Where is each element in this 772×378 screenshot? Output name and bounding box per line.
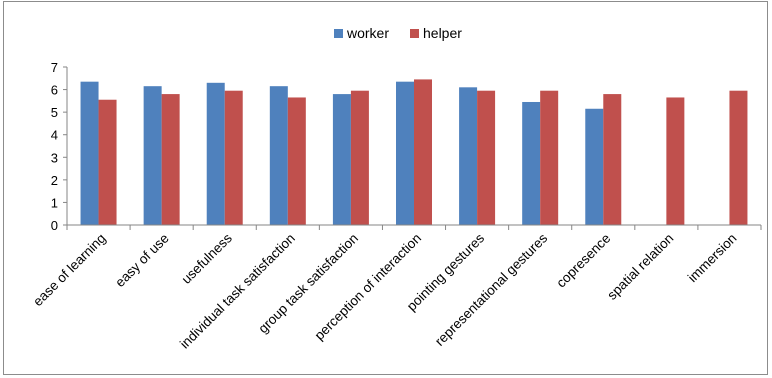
bar-chart: worker helper 0 1 2 3 4 5 6 7 ease of learning ea… <box>30 25 762 352</box>
bar-worker <box>80 81 99 226</box>
y-tick-label: 4 <box>51 128 58 143</box>
y-axis: 0 1 2 3 4 5 6 7 <box>51 60 68 233</box>
bar-worker <box>522 101 541 225</box>
bars <box>80 79 748 226</box>
bar-helper <box>350 90 369 225</box>
legend-label-helper: helper <box>423 25 462 41</box>
x-tick-label: usefulness <box>179 230 235 286</box>
bar-helper <box>414 79 432 226</box>
y-tick-label: 1 <box>51 195 58 210</box>
bar-helper <box>540 90 559 225</box>
bar-helper <box>287 97 306 225</box>
bar-worker <box>585 108 604 225</box>
legend-swatch-worker <box>334 29 343 38</box>
bar-helper <box>666 97 685 225</box>
x-tick-label: easy of use <box>112 231 171 290</box>
bar-worker <box>143 86 162 225</box>
bar-helper <box>161 94 180 225</box>
bar-worker <box>459 87 478 225</box>
y-tick-label: 2 <box>51 173 58 188</box>
bar-helper <box>603 94 622 225</box>
x-tick-label: immersion <box>685 231 740 286</box>
y-tick-label: 6 <box>51 83 58 98</box>
x-tick-label: copresence <box>553 231 613 291</box>
y-tick-label: 7 <box>51 60 58 75</box>
legend-swatch-helper <box>410 29 419 38</box>
y-tick-label: 5 <box>51 105 58 120</box>
bar-worker <box>396 81 414 226</box>
bar-helper <box>477 90 496 225</box>
x-tick-label: spatial relation <box>604 231 676 303</box>
bar-worker <box>269 86 288 225</box>
bar-helper <box>224 90 243 225</box>
bar-worker <box>332 94 351 225</box>
y-tick-label: 0 <box>51 218 58 233</box>
x-axis: ease of learning easy of use usefulnessind… <box>30 224 762 352</box>
x-tick-label: individual task satisfaction <box>177 231 298 352</box>
y-tick-label: 3 <box>51 150 58 165</box>
chart-frame: worker helper 0 1 2 3 4 5 6 7 ease of learning ea… <box>3 1 768 375</box>
bar-helper <box>98 99 117 225</box>
bar-worker <box>206 82 225 225</box>
x-tick-label: perception of interaction <box>312 231 424 343</box>
x-tick-label: representational gestures <box>432 230 551 349</box>
x-tick-label: ease of learning <box>30 231 109 310</box>
legend: worker helper <box>334 25 462 41</box>
bar-helper <box>729 90 748 225</box>
legend-label-worker: worker <box>346 25 389 41</box>
